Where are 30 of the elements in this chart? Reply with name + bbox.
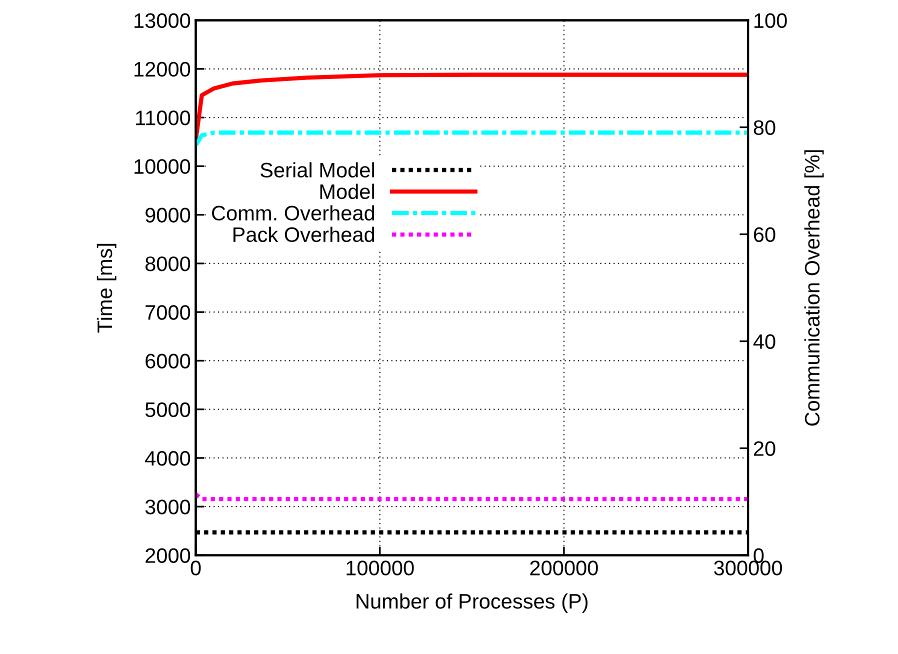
legend-label: Serial Model xyxy=(260,162,374,178)
legend-label: Comm. Overhead xyxy=(212,205,374,221)
y-tick-label: 12000 xyxy=(134,62,190,77)
y-tick-label: 9000 xyxy=(146,208,190,223)
y-tick-label: 2000 xyxy=(146,548,190,563)
y-tick-label: 10000 xyxy=(134,159,190,174)
y-tick-label: 13000 xyxy=(134,13,190,28)
y2-tick-label: 100 xyxy=(754,13,787,28)
line-series xyxy=(196,72,748,142)
x-tick-label: 100000 xyxy=(346,560,414,576)
y2-tick-label: 80 xyxy=(754,120,776,136)
y2-tick-label: 40 xyxy=(753,334,776,350)
y-tick-label: 8000 xyxy=(145,256,190,272)
y-tick-label: 6000 xyxy=(146,354,190,368)
y-tick-label: 7000 xyxy=(146,305,190,320)
y-tick-label: 3000 xyxy=(145,500,190,514)
x-tick-label: 300000 xyxy=(714,560,782,576)
x-tick-label: 200000 xyxy=(530,560,598,576)
y2-tick-label: 20 xyxy=(754,441,776,456)
y2-axis-title: Communication Overhead [%] xyxy=(804,150,824,426)
x-tick-label: 0 xyxy=(190,560,201,576)
y-tick-label: 5000 xyxy=(145,402,190,418)
y2-tick-label: 0 xyxy=(754,548,764,563)
legend-label: Model xyxy=(320,184,374,200)
y2-tick-label: 60 xyxy=(754,227,776,242)
y-axis-title: Time [ms] xyxy=(96,244,116,333)
legend-label: Pack Overhead xyxy=(233,226,374,242)
x-axis-title: Number of Processes (P) xyxy=(356,593,588,613)
y-tick-label: 11000 xyxy=(136,110,190,126)
y-tick-label: 4000 xyxy=(145,450,190,466)
